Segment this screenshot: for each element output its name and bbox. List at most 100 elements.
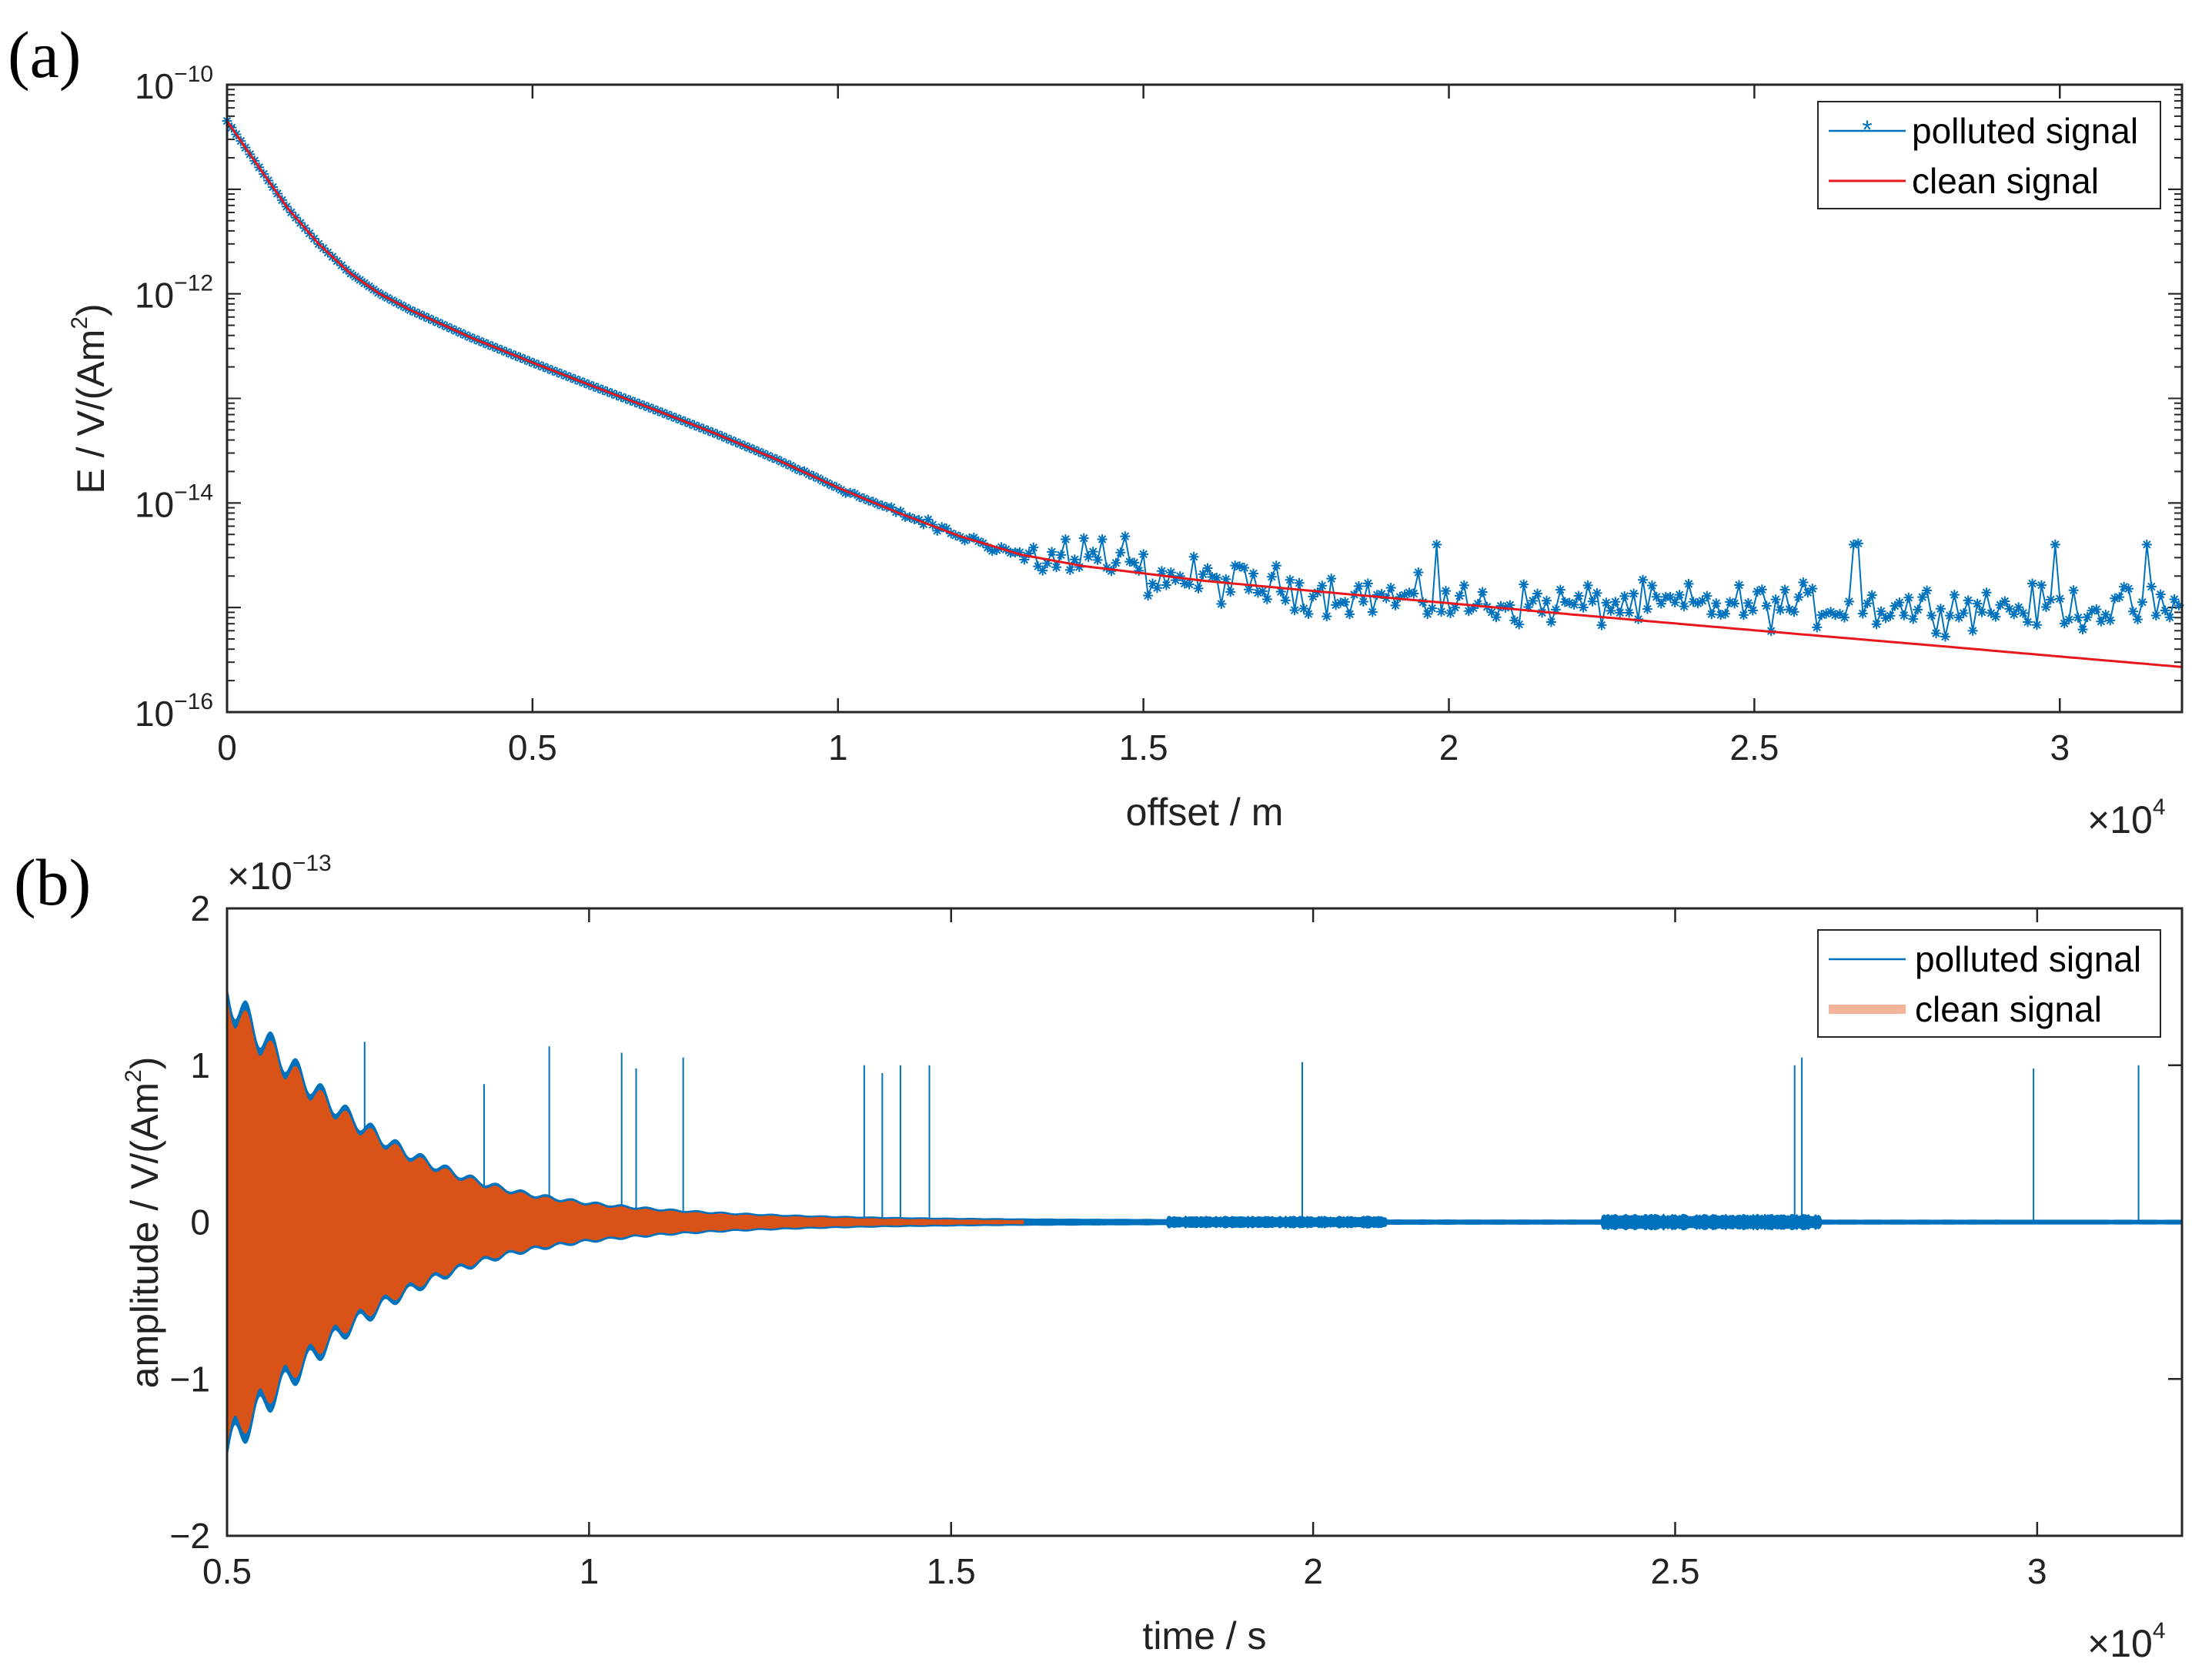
- panel-a-polluted-point: [1775, 604, 1786, 615]
- panel-a-polluted-point: [1981, 587, 1992, 598]
- panel-a-ylabel: E / V/(Am2): [67, 303, 112, 493]
- panel-b-ylabel: amplitude / V/(Am2): [121, 1057, 166, 1389]
- panel-a-polluted-point: [1862, 598, 1873, 609]
- panel-b-ytick-labels: 2 1 0 −1 −2: [170, 888, 210, 1556]
- panel-b-x-multiplier: ×104: [2087, 1618, 2166, 1665]
- panel-a-polluted-point: [1784, 604, 1795, 615]
- panel-a-legend-polluted-label: polluted signal: [1912, 111, 2138, 151]
- panel-a-polluted-point: [2023, 617, 2033, 627]
- panel-a-polluted-point: [1738, 610, 1749, 620]
- panel-a-polluted-point: [1976, 607, 1987, 617]
- panel-a-polluted-point: [2164, 612, 2175, 623]
- panel-a-legend-clean-label: clean signal: [1912, 161, 2099, 201]
- panel-a-polluted-point: [1807, 584, 1818, 594]
- panel-a-polluted-point: [1550, 604, 1561, 615]
- panel-a-polluted-point: [1275, 587, 1286, 597]
- panel-a-polluted-point: [1716, 610, 1726, 620]
- panel-a-polluted-point: [2063, 614, 2074, 625]
- panel-a-polluted-point: [1747, 605, 1758, 616]
- panel-a-polluted-point: [1257, 586, 1268, 597]
- panel-a-polluted-point: [1088, 547, 1098, 557]
- panel-a-polluted-point: [2040, 601, 2051, 612]
- panel-b-xtick-label: 3: [2027, 1551, 2047, 1591]
- panel-a-polluted-point: [1559, 597, 1570, 607]
- panel-a-polluted-point: [1422, 609, 1433, 620]
- panel-a-polluted-point: [1408, 588, 1419, 599]
- panel-a-polluted-point: [1514, 619, 1525, 630]
- panel-a-polluted-point: [1743, 597, 1753, 608]
- panel-a-polluted-point: [1441, 586, 1452, 597]
- panel-a-polluted-point: [1967, 625, 1978, 636]
- panel-a-polluted-point: [1931, 628, 1942, 639]
- panel-a-polluted-point: [2068, 585, 2079, 596]
- panel-a-polluted-point: [1826, 607, 1836, 617]
- panel-a-polluted-point: [1615, 607, 1626, 618]
- panel-a-polluted-point: [2114, 592, 2125, 603]
- panel-a-polluted-point: [1239, 563, 1250, 574]
- panel-a-polluted-point: [1280, 595, 1291, 606]
- panel-a-polluted-point: [1454, 590, 1465, 601]
- panel-a-polluted-point: [1120, 531, 1131, 542]
- panel-a-xtick-label: 2.5: [1729, 727, 1779, 768]
- panel-a-polluted-point: [1770, 594, 1781, 605]
- panel-a-polluted-point: [1143, 590, 1154, 601]
- panel-a-polluted-point: [1651, 591, 1662, 602]
- panel-a-polluted-point: [2100, 609, 2111, 620]
- panel-a-polluted-point: [1074, 561, 1084, 572]
- panel-a-clean-series: [226, 120, 2183, 668]
- panel-a-polluted-point: [1903, 592, 1914, 603]
- panel-a-polluted-point: [1174, 570, 1185, 581]
- panel-a-polluted-point: [1610, 597, 1621, 607]
- panel-a-polluted-point: [1885, 610, 1896, 621]
- panel-a-xtick-label: 0: [217, 727, 237, 768]
- panel-a-polluted-point: [1944, 610, 1955, 621]
- panel-a-polluted-point: [1990, 611, 2001, 622]
- panel-a-polluted-point: [1812, 622, 1823, 633]
- panel-a-legend: * polluted signal clean signal: [1817, 101, 2161, 209]
- panel-a-polluted-point: [1221, 574, 1231, 584]
- panel-a-polluted-point: [1729, 598, 1740, 609]
- panel-a-polluted-point: [1803, 587, 1813, 598]
- panel-a-polluted-point: [1353, 580, 1364, 591]
- panel-a-polluted-point: [2054, 594, 2065, 604]
- panel-a-polluted-point: [1331, 600, 1342, 610]
- panel-a-polluted-point: [1734, 580, 1745, 590]
- panel-a: (a) 0 0.5 1 1.5 2 2.5 3 10−10 10−12 10−14 10−16 o…: [8, 18, 2184, 841]
- panel-a-polluted-point: [1958, 607, 1969, 618]
- panel-a-polluted-point: [1193, 583, 1204, 594]
- panel-a-polluted-point: [1573, 590, 1584, 601]
- panel-a-polluted-point: [2045, 594, 2056, 605]
- panel-a-x-multiplier: ×104: [2087, 794, 2166, 841]
- panel-a-polluted-point: [1592, 587, 1602, 598]
- panel-a-polluted-point: [1486, 607, 1497, 617]
- panel-a-polluted-point: [1445, 607, 1455, 618]
- panel-a-polluted-point: [2128, 606, 2138, 617]
- panel-a-polluted-point: [1674, 590, 1685, 600]
- panel-a-polluted-point: [1972, 598, 1983, 609]
- panel-b-ytick-label: 0: [190, 1202, 210, 1243]
- panel-a-polluted-point: [1606, 605, 1616, 616]
- panel-a-polluted-point: [1853, 538, 1863, 549]
- panel-a-polluted-point: [1335, 597, 1346, 608]
- panel-a-ytick-label: 10−16: [135, 689, 213, 734]
- panel-b-xtick-label: 0.5: [202, 1551, 252, 1591]
- panel-a-polluted-point: [1211, 572, 1222, 583]
- panel-a-xtick-labels: 0 0.5 1 1.5 2 2.5 3: [217, 727, 2070, 768]
- panel-a-polluted-point: [1124, 557, 1135, 567]
- panel-a-polluted-point: [1596, 620, 1607, 630]
- panel-a-polluted-point: [932, 525, 943, 536]
- panel-a-polluted-point: [1720, 608, 1731, 619]
- panel-a-polluted-point: [1564, 597, 1575, 608]
- panel-a-polluted-point: [1793, 592, 1804, 603]
- panel-a-polluted-point: [1656, 598, 1666, 609]
- panel-a-polluted-point: [1092, 554, 1103, 565]
- panel-b-ytick-label: 2: [190, 888, 210, 928]
- panel-b-xtick-label: 1: [580, 1551, 600, 1591]
- panel-a-polluted-point: [2174, 600, 2184, 610]
- panel-a-polluted-point: [1271, 560, 1281, 571]
- panel-a-polluted-point: [1161, 580, 1171, 590]
- panel-a-polluted-point: [1679, 601, 1689, 612]
- panel-a-polluted-point: [2000, 596, 2010, 607]
- panel-a-polluted-point: [1692, 598, 1703, 609]
- panel-a-polluted-point: [1033, 561, 1044, 572]
